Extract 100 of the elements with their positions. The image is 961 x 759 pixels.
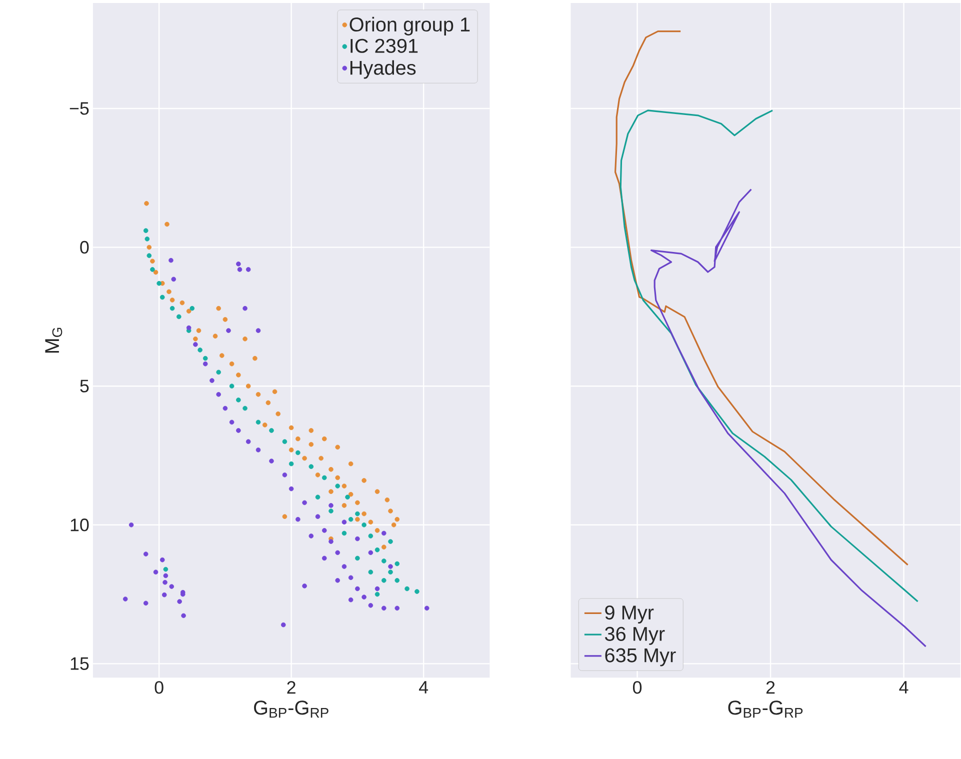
point (170, 306, 175, 311)
point (150, 259, 155, 264)
point (163, 567, 168, 572)
point (170, 298, 175, 303)
point (348, 462, 354, 466)
point (256, 420, 261, 425)
legend-label: Hyades (350, 60, 416, 80)
point (282, 514, 288, 520)
point (212, 334, 218, 339)
point (374, 548, 380, 553)
point (394, 578, 400, 584)
y-axis-title: M$_{G}$ (45, 328, 62, 353)
point (362, 512, 366, 516)
point (394, 517, 400, 522)
point (368, 570, 374, 575)
point (262, 422, 268, 428)
point (222, 317, 228, 322)
legend-label: 36 Myr (604, 627, 665, 646)
point (345, 494, 350, 500)
point (144, 236, 150, 242)
point (193, 336, 198, 342)
point (308, 464, 314, 470)
point (381, 544, 386, 550)
point (282, 439, 288, 444)
y-tick-label: 0 (80, 241, 89, 254)
point (256, 392, 261, 398)
point (276, 412, 280, 416)
point (315, 494, 320, 500)
point (229, 384, 234, 389)
point (355, 500, 360, 506)
y-tick-label: −5 (70, 102, 89, 115)
point (362, 478, 366, 484)
point (164, 222, 170, 227)
legend-label: IC 2391 (350, 39, 418, 54)
point (166, 290, 172, 294)
x-tick-label: 4 (418, 681, 428, 694)
point (296, 450, 300, 456)
point (288, 426, 294, 430)
point (368, 534, 374, 539)
point (374, 528, 380, 534)
point (229, 362, 234, 367)
point (374, 489, 380, 494)
x-axis-title: G$_{BP}$-G$_{RP}$ (254, 700, 328, 718)
point (308, 442, 314, 448)
point (150, 267, 155, 272)
point (342, 484, 347, 489)
point (328, 467, 334, 472)
point (335, 445, 340, 450)
legend-label: Orion group 1 (350, 17, 470, 36)
point (180, 300, 185, 306)
point (414, 589, 420, 594)
point (315, 472, 320, 478)
point (381, 578, 386, 584)
point (394, 562, 400, 566)
y-tick-label: 15 (70, 658, 89, 670)
point (269, 428, 274, 434)
point (388, 570, 393, 575)
y-tick-label: 5 (80, 380, 89, 393)
x-tick-label: 4 (899, 681, 908, 694)
point (308, 428, 314, 434)
point (176, 314, 182, 320)
point (328, 508, 334, 514)
point (156, 281, 162, 286)
point (153, 270, 158, 275)
point (374, 592, 380, 597)
point (246, 384, 251, 389)
x-axis-title: G$_{BP}$-G$_{RP}$ (728, 700, 803, 718)
x-tick-label: 0 (632, 681, 642, 694)
point (322, 436, 327, 442)
point (355, 556, 360, 561)
point (335, 484, 340, 489)
point (368, 520, 374, 525)
point (288, 448, 294, 453)
point (348, 517, 354, 522)
point (342, 531, 347, 536)
point (146, 245, 152, 250)
point (242, 336, 248, 342)
point (342, 503, 347, 508)
point (252, 356, 258, 361)
point (146, 253, 152, 258)
x-tick-label: 0 (154, 681, 164, 694)
point (202, 356, 208, 361)
y-tick-label: 10 (70, 518, 89, 532)
point (381, 558, 386, 564)
point (196, 328, 202, 334)
point (355, 512, 360, 516)
point (219, 353, 224, 358)
point (296, 436, 300, 442)
point (236, 398, 241, 403)
point (348, 492, 354, 497)
point (216, 306, 221, 311)
point (190, 306, 195, 311)
point (404, 586, 410, 592)
point (186, 308, 192, 314)
point (266, 400, 271, 406)
point (236, 372, 241, 378)
point (391, 522, 396, 528)
point (328, 489, 334, 494)
point (362, 522, 366, 528)
point (302, 456, 307, 461)
